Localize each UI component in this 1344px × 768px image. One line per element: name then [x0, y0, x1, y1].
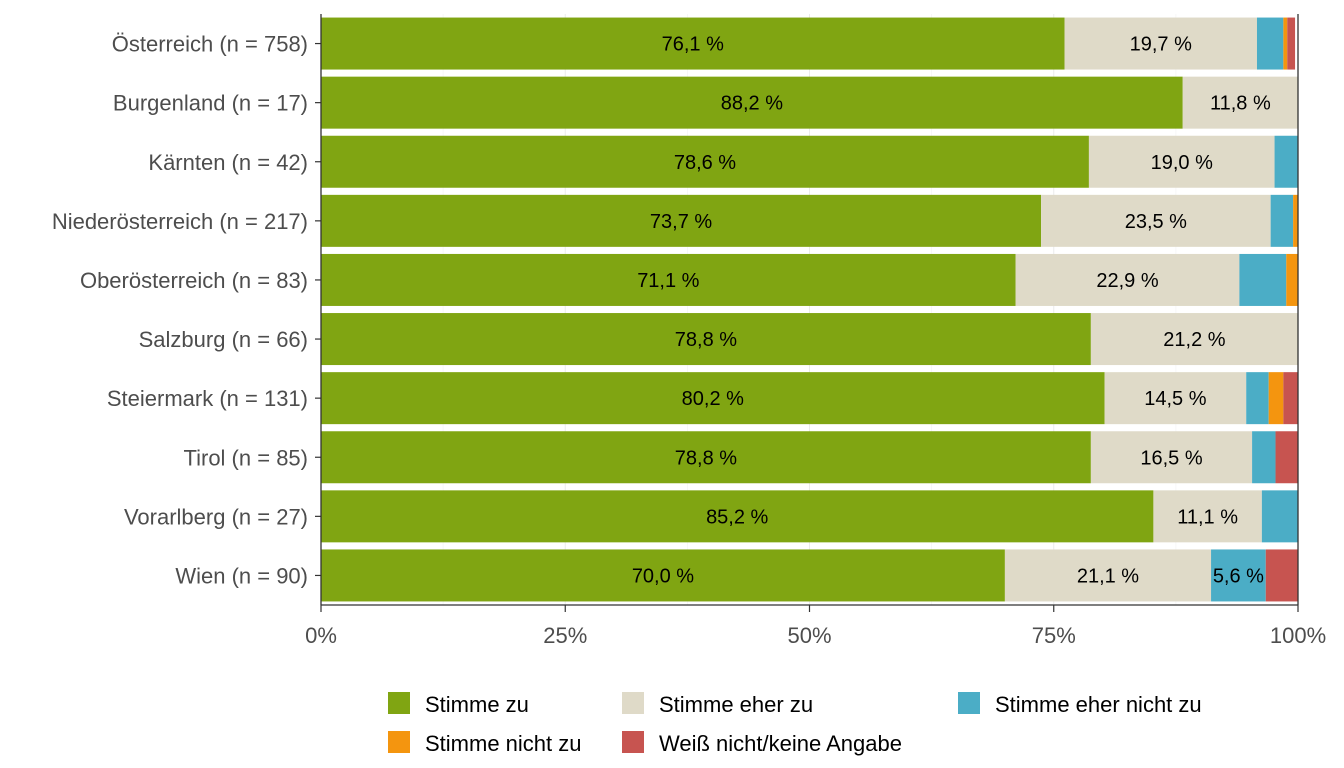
- bar-value-label: 11,8 %: [1210, 93, 1271, 115]
- bar-segment: [321, 194, 1042, 247]
- category-label: Vorarlberg (n = 27): [124, 504, 308, 529]
- bar-segment: [1274, 135, 1298, 188]
- category-label: Niederösterreich (n = 217): [52, 209, 308, 234]
- bar-segment: [1088, 135, 1275, 188]
- category-label: Burgenland (n = 17): [113, 91, 308, 116]
- bar-value-label: 22,9 %: [1096, 270, 1158, 292]
- bar-value-label: 14,5 %: [1144, 388, 1206, 410]
- x-tick-label: 100%: [1270, 623, 1326, 648]
- category-label: Wien (n = 90): [175, 563, 308, 588]
- bar-segment: [1252, 431, 1276, 484]
- x-tick-label: 0%: [305, 623, 337, 648]
- bar-segment: [1270, 194, 1294, 247]
- bar-segment: [1246, 372, 1269, 425]
- category-label: Tirol (n = 85): [183, 445, 308, 470]
- bar-value-label: 76,1 %: [662, 34, 724, 56]
- bar-segment: [321, 253, 1016, 306]
- x-tick-label: 25%: [543, 623, 587, 648]
- bar-segment: [1015, 253, 1240, 306]
- bar-value-label: 70,0 %: [632, 565, 694, 587]
- bar-segment: [321, 549, 1005, 602]
- bar-segment: [1265, 549, 1298, 602]
- bar-value-label: 23,5 %: [1125, 211, 1187, 233]
- legend-swatch: [622, 731, 644, 753]
- bar-segment: [321, 135, 1089, 188]
- x-tick-labels: 0% 25% 50% 75% 100%: [305, 623, 1326, 648]
- bar-segment: [1261, 490, 1298, 543]
- bar-value-label: 16,5 %: [1140, 447, 1202, 469]
- bar-segment: [1239, 253, 1287, 306]
- bar-segment: [1182, 76, 1298, 129]
- bar-segment: [1283, 372, 1298, 425]
- bar-value-label: 78,8 %: [675, 329, 737, 351]
- bar-segment: [1293, 194, 1298, 247]
- bar-segment: [1211, 549, 1266, 602]
- legend-label: Stimme eher zu: [659, 692, 813, 717]
- bar-segment: [1104, 372, 1247, 425]
- bar-segment: [1090, 313, 1298, 366]
- x-tick-label: 50%: [787, 623, 831, 648]
- bar-segment: [321, 76, 1183, 129]
- bar-segment: [321, 372, 1105, 425]
- category-labels: Österreich (n = 758) Burgenland (n = 17) K…: [52, 32, 308, 589]
- bar-value-label: 19,0 %: [1151, 152, 1213, 174]
- bar-value-label: 71,1 %: [637, 270, 699, 292]
- legend: Stimme zu Stimme eher zu Stimme eher nicht…: [388, 692, 1202, 756]
- legend-label: Weiß nicht/keine Angabe: [659, 731, 902, 756]
- bar-segment: [1283, 17, 1288, 70]
- bar-value-label: 85,2 %: [706, 506, 768, 528]
- bar-value-label: 21,2 %: [1163, 329, 1225, 351]
- bar-segment: [1090, 431, 1253, 484]
- bar-segment: [321, 431, 1091, 484]
- bar-value-label: 19,7 %: [1130, 34, 1192, 56]
- bar-value-label: 11,1 %: [1177, 506, 1238, 528]
- bar-segment: [321, 17, 1065, 70]
- bar-value-label: 80,2 %: [682, 388, 744, 410]
- bar-value-label: 78,8 %: [675, 447, 737, 469]
- bar-segment: [321, 313, 1091, 366]
- category-label: Kärnten (n = 42): [148, 150, 308, 175]
- bar-value-label: 5,6 %: [1213, 565, 1264, 587]
- legend-label: Stimme zu: [425, 692, 529, 717]
- bar-segment: [1256, 17, 1284, 70]
- legend-swatch: [388, 692, 410, 714]
- legend-swatch: [388, 731, 410, 753]
- bar-value-label: 73,7 %: [650, 211, 712, 233]
- bar-value-labels: 76,1 % 19,7 % 88,2 % 11,8 % 78,6 % 19,0 % 73,7…: [632, 34, 1271, 588]
- bar-segment: [1268, 372, 1284, 425]
- bar-segment: [1153, 490, 1262, 543]
- category-label: Österreich (n = 758): [112, 32, 308, 57]
- bar-segment: [1041, 194, 1271, 247]
- legend-label: Stimme nicht zu: [425, 731, 582, 756]
- legend-swatch: [958, 692, 980, 714]
- category-label: Steiermark (n = 131): [107, 386, 308, 411]
- legend-label: Stimme eher nicht zu: [995, 692, 1202, 717]
- x-tick-label: 75%: [1032, 623, 1076, 648]
- category-label: Oberösterreich (n = 83): [80, 268, 308, 293]
- bar-segment: [1287, 17, 1296, 70]
- legend-swatch: [622, 692, 644, 714]
- bars: [321, 17, 1298, 602]
- bar-value-label: 88,2 %: [721, 93, 783, 115]
- bar-segment: [1286, 253, 1298, 306]
- bar-segment: [1004, 549, 1212, 602]
- axes: [315, 14, 1299, 612]
- bar-value-label: 21,1 %: [1077, 565, 1139, 587]
- bar-value-label: 78,6 %: [674, 152, 736, 174]
- bar-segment: [1275, 431, 1298, 484]
- bar-segment: [321, 490, 1154, 543]
- bar-segment: [1064, 17, 1257, 70]
- category-label: Salzburg (n = 66): [139, 327, 308, 352]
